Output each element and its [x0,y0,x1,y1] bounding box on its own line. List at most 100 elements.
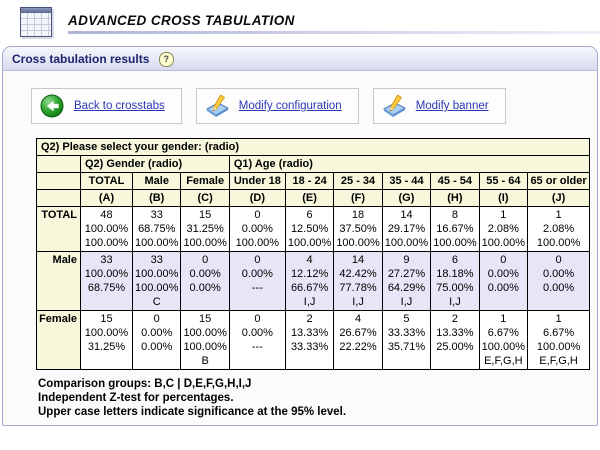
data-cell: 0 0.00% 0.00% [180,251,230,311]
modify-banner-button[interactable]: Modify banner [372,88,506,124]
cell-line: 2 [451,313,458,325]
cell-line: 9 [403,254,410,266]
data-cell: 1 6.67% 100.00% E,F,G,H [478,310,529,370]
modify-configuration-link[interactable]: Modify configuration [238,100,342,112]
cell-line: 33.33% [387,327,426,339]
cell-line: 42.42% [339,268,377,280]
edit-pencil-icon [382,94,406,117]
data-cell: 18 37.50% 100.00% [333,206,383,252]
cell-line: I,J [400,296,413,308]
row-header: Male [36,251,81,311]
cell-line: 0.00% [189,268,221,280]
cell-line: 100.00% [135,268,179,280]
cell-line: 6 [306,209,313,221]
data-cell: 4 12.12% 66.67% I,J [284,251,335,311]
column-letter: (H) [430,189,480,207]
cell-line: 100.00% [84,237,129,249]
data-cell: 15 31.25% 100.00% [180,206,230,252]
edit-pencil-icon [205,94,229,117]
data-cell: 2 13.33% 33.33% [284,310,335,370]
results-panel: Cross tabulation results ? Back to cross… [2,46,598,426]
cell-line: 6 [451,254,458,266]
data-cell: 1 6.67% 100.00% E,F,G,H [527,310,591,370]
cell-line: 100.00% [433,237,477,249]
cell-line: 100.00% [336,237,380,249]
cell-line: 100.00% [183,237,227,249]
cell-line: 100.00% [183,327,227,339]
cell-line: 100.00% [481,341,526,353]
cell-line: 100.00% [84,223,129,235]
cell-line: 48 [100,209,113,221]
data-cell: 6 18.18% 75.00% I,J [430,251,480,311]
cell-line: 4 [354,313,362,325]
cell-line: 13.33% [290,327,329,339]
cell-line: 5 [403,313,410,325]
cell-line: E,F,G,H [539,355,578,367]
cell-line: 33 [150,209,163,221]
modify-configuration-button[interactable]: Modify configuration [195,88,359,124]
page-title: ADVANCED CROSS TABULATION [68,13,295,28]
corner-cell [36,172,81,190]
back-to-crosstabs-button[interactable]: Back to crosstabs [31,88,182,124]
cell-line: 100.00% [84,327,129,339]
data-cell: 0 0.00% --- [228,251,286,311]
cell-line: 31.25% [186,223,224,235]
cell-line: 1 [555,313,562,325]
table-row: Male 33 100.00% 68.75% 33 100.00% 100.00% C 0 0.0… [36,251,591,311]
cell-line: 0 [555,254,562,266]
cell-line: 2 [306,313,313,325]
column-letter: (C) [180,189,230,207]
cell-line: 100.00% [536,237,581,249]
cell-line: 0.00% [141,327,173,339]
cell-line: 15 [199,313,212,325]
toolbar: Back to crosstabs Modify configuration [31,88,597,124]
cell-line: 2.08% [542,223,575,235]
data-cell: 14 29.17% 100.00% [381,206,432,252]
cell-line: C [152,296,161,308]
modify-banner-link[interactable]: Modify banner [415,100,489,112]
column-header: 55 - 64 [478,172,529,190]
cell-line: 35.71% [387,341,426,353]
cell-line: 14 [400,209,413,221]
cell-line: 100.00% [183,341,227,353]
column-letter: (E) [284,189,335,207]
cell-line: 0 [254,254,261,266]
cell-line: 26.67% [339,327,377,339]
panel-title: Cross tabulation results [12,52,150,66]
cell-line: 0.00% [141,341,173,353]
help-icon[interactable]: ? [158,52,174,67]
cell-line: 18.18% [436,268,474,280]
footnotes: Comparison groups: B,C | D,E,F,G,H,I,J I… [38,377,597,419]
data-cell: 33 100.00% 68.75% [80,251,133,311]
cell-line: 66.67% [290,282,329,294]
cell-line: 100.00% [135,282,179,294]
cell-line: 37.50% [339,223,377,235]
column-header: Under 18 [228,172,286,190]
footnote-z-test: Independent Z-test for percentages. [38,392,234,404]
column-letter: (F) [333,189,383,207]
cell-line: 0.00% [487,268,519,280]
column-header: Female [180,172,230,190]
back-to-crosstabs-link[interactable]: Back to crosstabs [74,100,165,112]
data-cell: 1 2.08% 100.00% [478,206,529,252]
cell-line: 4 [306,254,313,266]
data-cell: 0 0.00% --- [228,310,286,370]
cell-line: 0.00% [241,327,273,339]
cell-line: 12.50% [290,223,329,235]
cell-line: 16.67% [436,223,474,235]
data-cell: 33 68.75% 100.00% [131,206,182,252]
column-header: 35 - 44 [381,172,432,190]
data-cell: 0 0.00% 0.00% [527,251,591,311]
cell-line: 0 [153,313,160,325]
column-header: 65 or older [527,172,591,190]
footnote-significance: Upper case letters indicate significance… [38,406,347,418]
back-arrow-icon [40,94,64,118]
table-row: TOTAL 48 100.00% 100.00% 33 68.75% 100.00% 15 31… [36,206,591,252]
title-underline [68,31,600,34]
cell-line: 100.00% [287,237,332,249]
data-cell: 1 2.08% 100.00% [527,206,591,252]
corner-cell [36,189,81,207]
column-letter-row: (A) (B) (C) (D) (E) (F) (G) (H) (I) (J) [36,189,591,207]
cell-line: 18 [351,209,365,221]
column-letter: (B) [131,189,182,207]
